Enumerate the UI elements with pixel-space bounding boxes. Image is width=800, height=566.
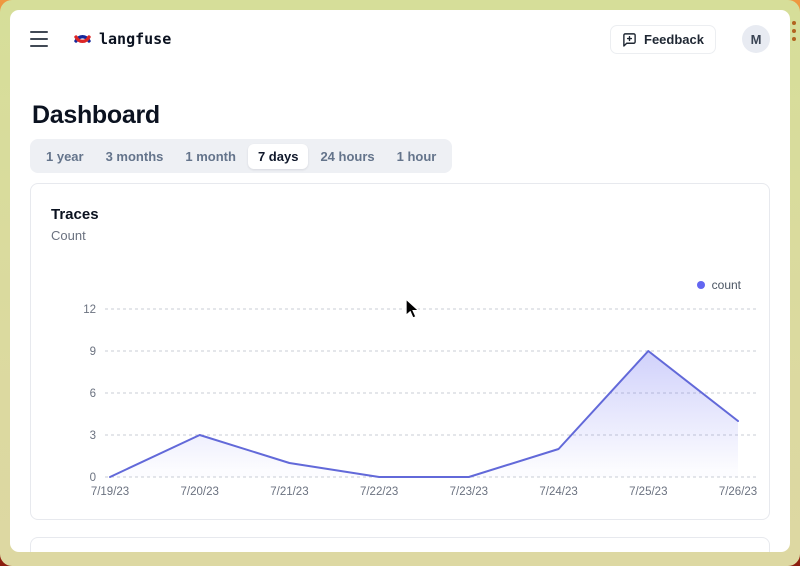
avatar[interactable]: M <box>742 25 770 53</box>
frame-dot <box>792 29 796 33</box>
frame-dot <box>792 21 796 25</box>
feedback-button[interactable]: Feedback <box>610 24 716 54</box>
top-navbar: langfuse Feedback M <box>10 10 790 68</box>
next-card-partial <box>30 537 770 552</box>
legend-dot-icon <box>696 281 705 289</box>
app-window: langfuse Feedback M Dashboard 1 year 3 mo… <box>10 10 790 552</box>
time-tab-1-year[interactable]: 1 year <box>36 144 94 169</box>
time-tab-3-months[interactable]: 3 months <box>96 144 174 169</box>
time-tab-1-hour[interactable]: 1 hour <box>387 144 447 169</box>
card-title: Traces <box>51 206 99 223</box>
page-title: Dashboard <box>32 100 160 129</box>
feedback-icon <box>622 32 637 47</box>
brand[interactable]: langfuse <box>74 30 171 48</box>
frame-dot <box>792 37 796 41</box>
avatar-initial: M <box>750 31 762 47</box>
traces-card: Traces Count count <box>30 183 770 520</box>
time-tab-1-month[interactable]: 1 month <box>175 144 246 169</box>
chart-legend: count <box>696 278 741 292</box>
feedback-label: Feedback <box>644 31 704 47</box>
time-range-tabs: 1 year 3 months 1 month 7 days 24 hours 1 hou… <box>30 139 453 173</box>
card-subtitle: Count <box>51 228 86 243</box>
time-tab-7-days[interactable]: 7 days <box>247 143 309 169</box>
langfuse-logo-icon <box>74 32 91 46</box>
legend-label: count <box>711 278 741 292</box>
time-tab-24-hours[interactable]: 24 hours <box>310 144 384 169</box>
header-actions: Feedback M <box>610 24 770 54</box>
menu-icon[interactable] <box>30 31 52 47</box>
app-title: langfuse <box>99 30 172 48</box>
